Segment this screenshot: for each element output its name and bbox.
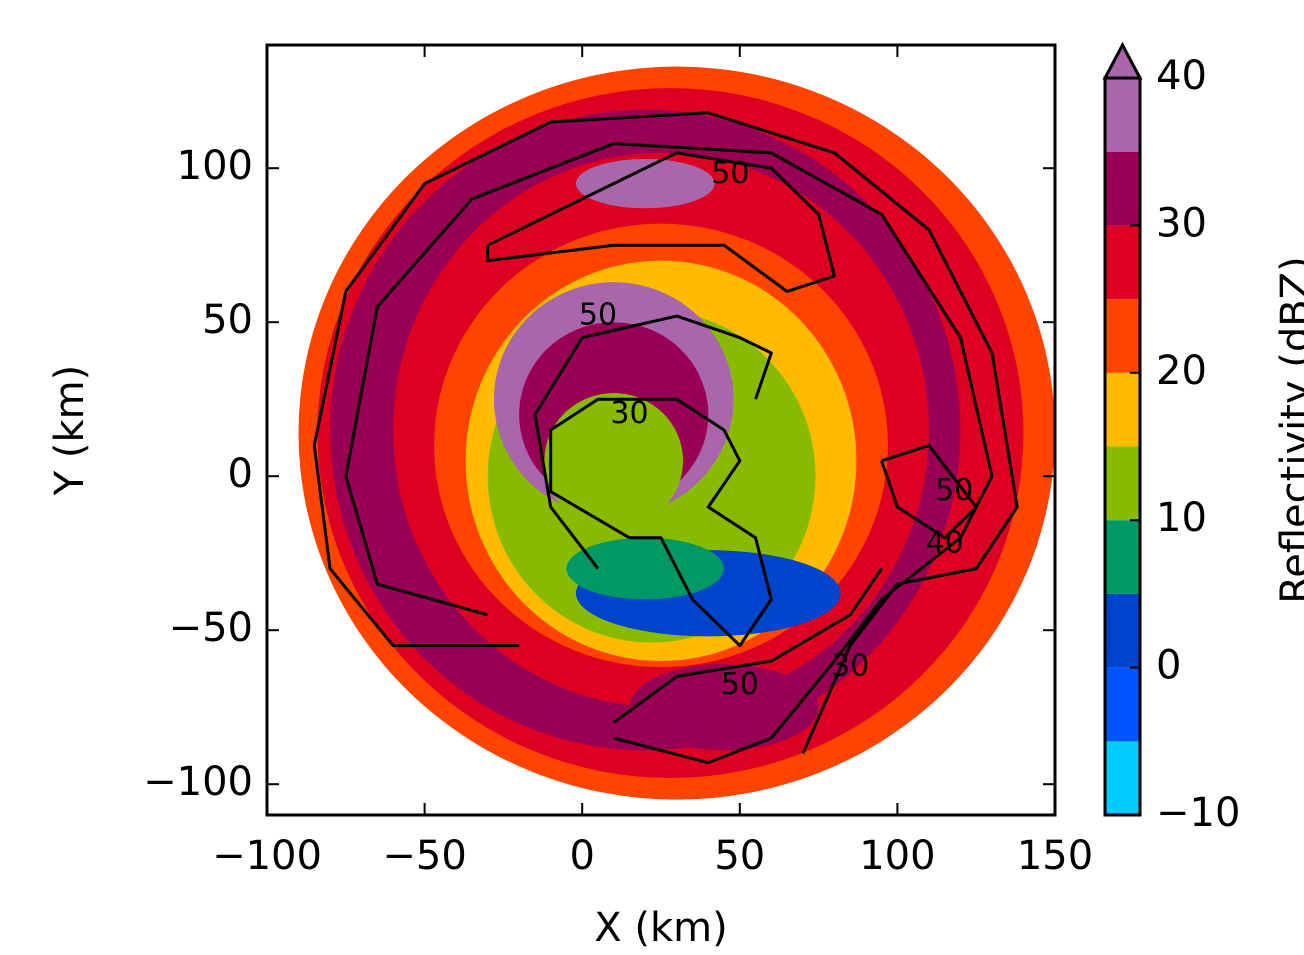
- reflectivity-region: [566, 537, 725, 600]
- y-axis-label: Y (km): [47, 365, 93, 497]
- colorbar-band: [1105, 593, 1140, 668]
- contour-line: [880, 443, 978, 540]
- contour-line: [533, 314, 773, 570]
- colorbar-band: [1105, 299, 1140, 373]
- contour-label: 30: [610, 396, 648, 431]
- x-axis-label: X (km): [594, 905, 727, 951]
- x-tick-label: 100: [859, 833, 935, 879]
- x-tick-label: 0: [569, 833, 594, 879]
- x-tick-label: −100: [212, 833, 322, 879]
- colorbar-label: Reflectivity (dBZ): [1273, 256, 1304, 604]
- contour-label: 50: [711, 156, 749, 191]
- colorbar-band: [1105, 446, 1140, 521]
- colorbar: −10 0 10 20 30 40: [1102, 41, 1240, 836]
- colorbar-band: [1105, 520, 1140, 594]
- contour-line: [312, 111, 1019, 755]
- colorbar-band: [1105, 741, 1140, 815]
- contour-line: [486, 151, 836, 293]
- reflectivity-region: [544, 393, 684, 529]
- x-tick-label: 150: [1017, 833, 1093, 879]
- y-tick-label: 0: [228, 451, 253, 497]
- contour-label: 30: [831, 649, 869, 684]
- reflectivity-region: [629, 664, 819, 751]
- x-tick-label: −50: [382, 833, 466, 879]
- contour-line: [612, 567, 883, 724]
- colorbar-tick-label: −10: [1156, 790, 1240, 836]
- colorbar-band: [1105, 78, 1140, 152]
- field: [298, 66, 1055, 800]
- colorbar-tick-label: 20: [1156, 348, 1207, 394]
- reflectivity-region: [575, 158, 715, 209]
- colorbar-band: [1105, 667, 1140, 742]
- colorbar-tick-label: 10: [1156, 495, 1207, 541]
- colorbar-tick-label: 40: [1156, 53, 1207, 99]
- contour-line: [344, 142, 994, 765]
- y-tick-label: −50: [169, 605, 253, 651]
- x-tick-label: 50: [714, 833, 765, 879]
- colorbar-tick-label: 0: [1156, 643, 1181, 689]
- contour-label: 50: [935, 473, 973, 508]
- y-tick-label: 100: [177, 143, 253, 189]
- colorbar-band: [1105, 225, 1140, 300]
- colorbar-tick-label: 30: [1156, 200, 1207, 246]
- contour-line: [549, 397, 773, 648]
- colorbar-band: [1105, 372, 1140, 447]
- plot-frame: [265, 43, 1057, 817]
- colorbar-band: [1105, 151, 1140, 226]
- y-tick-label: −100: [143, 759, 253, 805]
- colorbar-extend: [1102, 41, 1143, 80]
- contour-label: 50: [579, 298, 617, 333]
- y-tick-label: 50: [202, 297, 253, 343]
- contour-label: 50: [721, 667, 759, 702]
